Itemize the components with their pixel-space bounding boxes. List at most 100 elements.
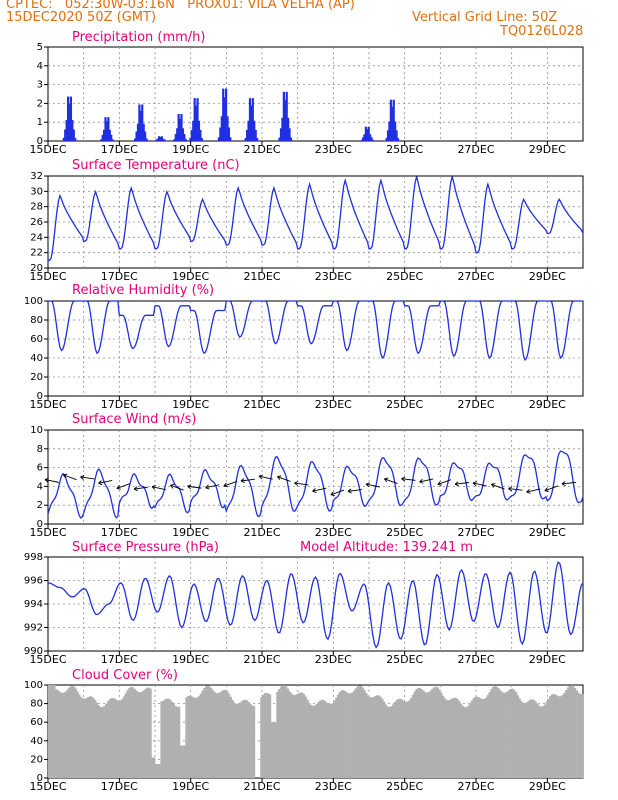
cloud-bar <box>217 693 220 778</box>
cloud-bar <box>411 694 414 778</box>
cloud-bar <box>467 705 470 778</box>
cloud-bar <box>327 703 331 778</box>
cloud-bar <box>386 706 389 778</box>
cloud-bar <box>465 707 468 778</box>
cloud-bar <box>479 698 482 778</box>
cloud-bar <box>78 694 81 778</box>
x-tick-label: 29DEC <box>529 526 566 539</box>
wind-vector-head <box>44 477 49 483</box>
cloud-bar <box>178 706 181 778</box>
x-tick-label: 23DEC <box>315 143 352 156</box>
header-left-line1: CPTEC: 052:30W-03:16N PROX01: VILA VELHA… <box>6 0 355 12</box>
cloud-bar <box>547 698 550 778</box>
cloud-bar <box>470 700 473 778</box>
precip-bar <box>157 136 161 141</box>
precip-bar <box>139 110 142 141</box>
cloud-bar <box>490 689 493 778</box>
precip-bar <box>174 134 177 141</box>
cloud-bar <box>529 699 532 778</box>
cloud-bar <box>493 686 496 778</box>
cloud-bar <box>543 704 546 778</box>
cloud-bar <box>352 690 356 778</box>
precip-bar <box>180 114 183 141</box>
cloud-bar <box>456 698 459 778</box>
cloud-bar <box>495 686 498 778</box>
wind-vector <box>98 480 113 484</box>
cloud-bar <box>167 698 170 778</box>
cloud-bar <box>171 701 174 778</box>
cloud-bar <box>295 694 298 778</box>
cloud-bar <box>58 691 61 778</box>
cloud-bar <box>376 695 379 778</box>
cloud-bar <box>263 693 266 778</box>
cloud-bar <box>477 697 480 778</box>
precip-bar <box>366 129 369 141</box>
y-tick-label: 4 <box>37 61 43 72</box>
cloud-bar <box>245 700 249 778</box>
x-tick-label: 19DEC <box>172 143 209 156</box>
cloud-bar <box>204 686 208 778</box>
cloud-bar <box>128 687 131 778</box>
cloud-bar <box>106 701 109 778</box>
cloud-bar <box>231 700 234 778</box>
precip-bar <box>160 136 163 141</box>
y-tick-label: 992 <box>24 623 43 634</box>
wind-vector-head <box>472 481 477 487</box>
precip-bar <box>224 88 228 141</box>
panel-title: Precipitation (mm/h) <box>72 30 205 45</box>
panel-5: 0 20 40 60 80 100 15DEC 17DEC 19DEC 21DEC 23DEC 25D… <box>24 668 584 793</box>
cloud-bar <box>568 685 571 778</box>
precip-bar <box>193 98 196 141</box>
cloud-bar <box>438 689 441 778</box>
model-altitude: Model Altitude: 139.241 m <box>300 540 473 555</box>
precip-bar <box>183 134 186 141</box>
cloud-bar <box>64 692 67 778</box>
cloud-bar <box>492 686 495 778</box>
cloud-bar <box>402 700 405 778</box>
cloud-bar <box>424 691 427 778</box>
x-tick-label: 23DEC <box>315 270 352 283</box>
cloud-bar <box>458 700 461 778</box>
cloud-bar <box>310 704 313 778</box>
cloud-bar <box>558 696 561 778</box>
precip-bar <box>254 129 257 141</box>
precip-bar <box>394 121 397 141</box>
cloud-bar <box>461 705 464 778</box>
cloud-bar <box>131 687 134 778</box>
precip-bar <box>361 137 365 141</box>
precip-bar <box>396 138 400 141</box>
x-tick-label: 17DEC <box>101 653 138 666</box>
header-left-line2: 15DEC2020 50Z (GMT) <box>6 10 157 25</box>
x-tick-label: 29DEC <box>529 780 566 793</box>
panel-title: Surface Temperature (nC) <box>72 158 240 173</box>
wind-vector-head <box>80 474 85 480</box>
y-tick-label: 10 <box>30 425 43 436</box>
x-tick-label: 27DEC <box>457 526 494 539</box>
cloud-bar <box>534 701 537 778</box>
x-tick-label: 29DEC <box>529 398 566 411</box>
cloud-bar <box>67 688 70 778</box>
precip-bar <box>256 138 259 141</box>
precip-bar <box>142 123 145 141</box>
cloud-bar <box>566 687 570 778</box>
cloud-bar <box>188 695 191 778</box>
cloud-bar <box>408 700 411 778</box>
y-tick-label: 996 <box>24 576 43 587</box>
x-tick-label: 23DEC <box>315 526 352 539</box>
cloud-bar <box>436 687 439 778</box>
cloud-bar <box>481 699 484 778</box>
cloud-bar <box>135 690 138 778</box>
cloud-bar <box>297 693 300 778</box>
cloud-bar <box>369 697 372 778</box>
cloud-bar <box>105 703 108 778</box>
cloud-bar <box>269 694 272 778</box>
panel-1: 20 22 24 26 28 30 32 15DEC 17DEC 19DEC 21DEC 23DEC 2… <box>29 158 584 283</box>
cloud-bar <box>420 689 423 778</box>
precip-bar <box>196 98 199 141</box>
precip-bar <box>184 139 187 141</box>
wind-vector-head <box>240 478 245 484</box>
cloud-bar <box>575 690 578 778</box>
precip-bar <box>197 120 201 141</box>
precip-bar <box>195 105 198 141</box>
y-tick-label: 28 <box>30 202 43 213</box>
